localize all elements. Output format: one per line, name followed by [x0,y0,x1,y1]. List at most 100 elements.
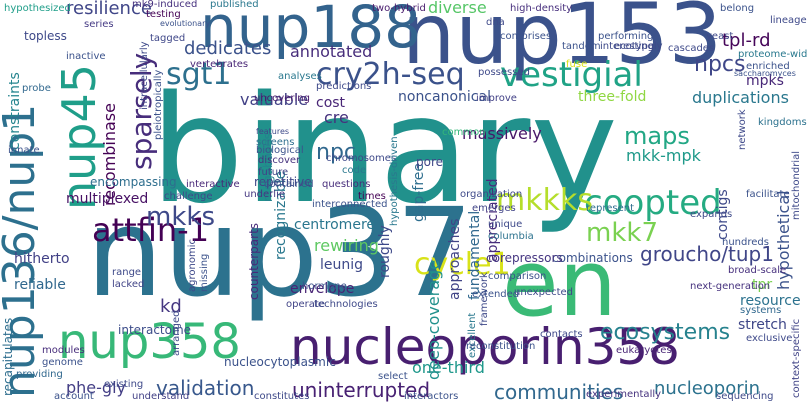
cloud-word: cost [316,95,346,111]
cloud-word: hundreds [722,237,769,248]
cloud-word: common [442,127,486,138]
cloud-word: interactome [118,323,192,337]
cloud-word: intracellularly [139,41,150,110]
cloud-word: yeast [706,31,734,42]
cloud-word: providing [16,369,63,380]
cloud-word: proteome-wide [738,49,808,60]
cloud-word: tpr [752,277,773,293]
cloud-word: hormone [302,281,347,292]
cloud-word: npc [316,140,357,165]
cloud-word: nucleoporin358 [290,318,681,376]
cloud-word: duplications [692,88,789,107]
cloud-word: resilience [66,0,152,19]
cloud-word: mkks [146,202,215,232]
cloud-word: massively [462,124,542,143]
cloud-word: contacts [540,329,583,340]
cloud-word: series [84,19,114,30]
cloud-word: mkk7 [586,218,658,248]
cloud-word: extended [472,289,520,300]
cloud-word: code [342,165,367,176]
cloud-word: broad-scale [728,265,787,276]
cloud-word: mkk-mpk [626,146,701,165]
cloud-word: probe [22,83,51,94]
cloud-word: operate [286,299,325,310]
cloud-word: coopted [584,183,722,223]
cloud-word: maps [624,122,690,150]
cloud-word: enriched [746,61,790,72]
cloud-word: hitherto [14,251,70,267]
cloud-word: npcs [694,52,746,77]
cloud-word: analyses [278,71,322,82]
cloud-word: account [54,391,94,402]
cloud-word: rewiring [314,236,379,255]
cloud-word: one-third [412,358,485,377]
cloud-word: lacked [112,279,145,290]
cloud-word: missing [199,253,210,292]
cloud-word: communities [494,380,624,404]
cloud-word: agronomic [187,239,198,292]
cloud-word: repetitive [254,175,312,189]
cloud-word: interactive [186,179,240,190]
cloud-word: pleiotropically [153,69,164,140]
cloud-word: performing [598,31,654,42]
cloud-word: ecotype [614,41,655,52]
cloud-word: represent [586,203,635,214]
cloud-word: mitochondrial [791,151,802,220]
cloud-word: belong [720,3,755,14]
cloud-word: valuable [240,90,309,109]
cloud-word: kd [160,296,182,317]
cloud-word: interconnected [312,199,388,210]
cloud-word: reconstitution [466,341,536,352]
cloud-word: dedicates [184,38,272,59]
cloud-word: nup358 [58,314,241,370]
cloud-word: high-density [510,3,573,14]
cloud-word: tpl-rd [722,30,771,51]
cloud-word: exclusive [746,333,793,344]
cloud-word: improve [476,93,517,104]
cloud-word: screens [256,137,295,148]
cloud-word: centromere [294,217,375,233]
cloud-word: deep-coverage [424,259,443,380]
cloud-word: corepressors [486,251,563,265]
cloud-word: noncanonical [398,89,491,105]
cloud-word: future [258,167,289,178]
cloud-word: interestingly [600,41,663,52]
cloud-word: phe-gly [66,378,126,397]
cloud-word: emerges [472,203,516,214]
cloud-word: saccharomyces [734,69,796,78]
cloud-word: modules [42,345,85,356]
cloud-word: published [210,0,259,10]
cloud-word: features [256,127,290,136]
cloud-word: leunig [320,257,364,273]
cloud-word: vestigial [500,55,643,95]
cloud-word: testing [146,9,181,20]
cloud-word: vertebrates [190,59,249,70]
cloud-word: recapitulates [1,317,15,396]
cloud-word: groucho/tup1 [640,242,774,266]
cloud-word: network [737,109,748,150]
cloud-word: tagged [150,33,186,44]
cloud-word: multiplexed [66,191,149,207]
cloud-word: fuse [566,59,588,70]
cloud-word: gap-free [411,162,427,222]
cloud-word: next-generation [690,281,771,292]
cloud-word: uncovering [254,93,310,104]
cloud-word: validation [156,376,255,400]
cloud-word: sgt1 [166,57,232,92]
cloud-word: constraints [7,72,23,150]
cloud-word: uninterrupted [292,378,431,402]
cloud-word: chromosomes [326,153,397,164]
cloud-word: envelope [290,281,355,297]
cloud-word: cycle1 [414,247,511,282]
cloud-word: discover [258,155,301,166]
cloud-word: questions [322,179,371,190]
cloud-word: nup153 [402,0,723,83]
cloud-word: mkkks [496,183,593,218]
cloud-word: experimentally [586,389,662,400]
cloud-word: range [112,267,142,278]
cloud-word: tandem [562,41,601,52]
cloud-word: mpks [746,73,784,89]
cloud-word: nucleoporin [654,378,761,399]
cloud-word: evolutionary [160,19,211,28]
